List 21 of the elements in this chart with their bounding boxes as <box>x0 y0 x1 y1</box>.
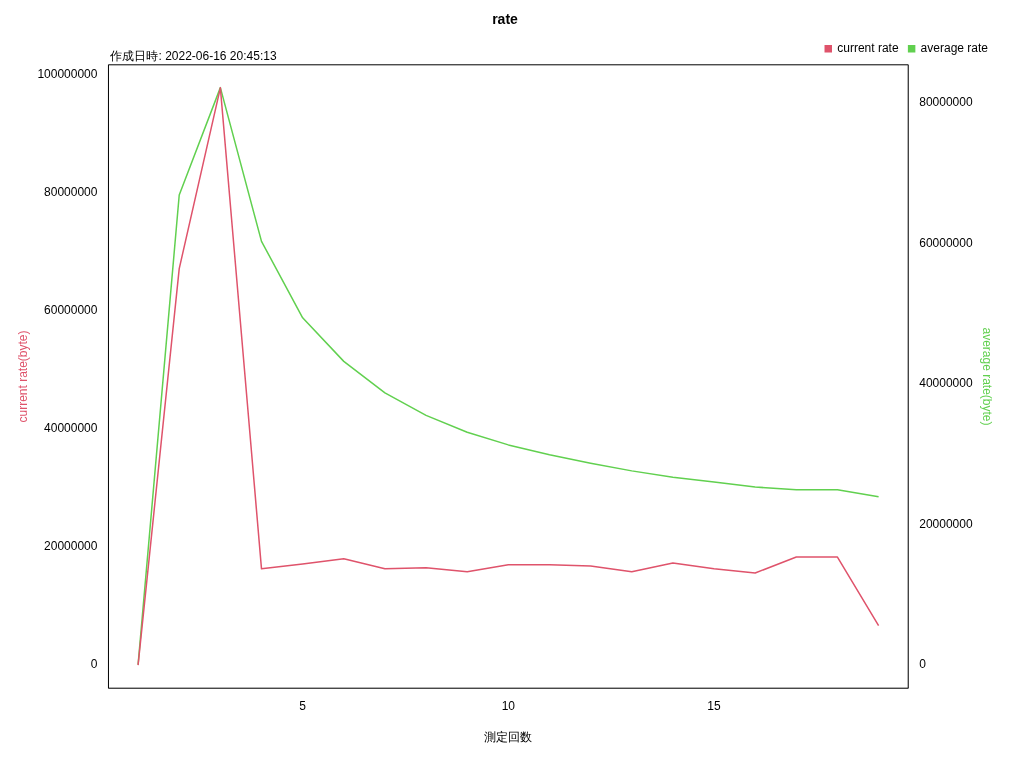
legend-label: current rate <box>837 41 899 56</box>
text: 作成日時: 2022-06-16 20:45:13 <box>109 49 277 64</box>
y-tick-label: 100000000 <box>37 66 98 81</box>
y2-tick-label: 80000000 <box>919 95 973 110</box>
y2-tick-label: 60000000 <box>919 235 973 250</box>
y-tick-label: 60000000 <box>44 302 98 317</box>
x-tick-label: 15 <box>707 698 722 713</box>
y2-axis-title: average rate(byte) <box>980 327 995 426</box>
legend-label: average rate <box>920 41 989 56</box>
y2-tick-label: 0 <box>919 656 927 671</box>
chart-title: rate <box>492 11 519 28</box>
y2-tick-label: 40000000 <box>919 376 973 391</box>
x-tick-label: 5 <box>299 698 307 713</box>
y2-tick-label: 20000000 <box>919 516 973 531</box>
y-tick-label: 0 <box>90 657 98 672</box>
x-axis-title: 測定回数 <box>484 730 533 745</box>
y-tick-label: 40000000 <box>44 421 98 436</box>
y-axis-title: current rate(byte) <box>15 330 30 423</box>
y-tick-label: 20000000 <box>44 539 98 554</box>
x-tick-label: 10 <box>501 698 516 713</box>
y-tick-label: 80000000 <box>44 184 98 199</box>
